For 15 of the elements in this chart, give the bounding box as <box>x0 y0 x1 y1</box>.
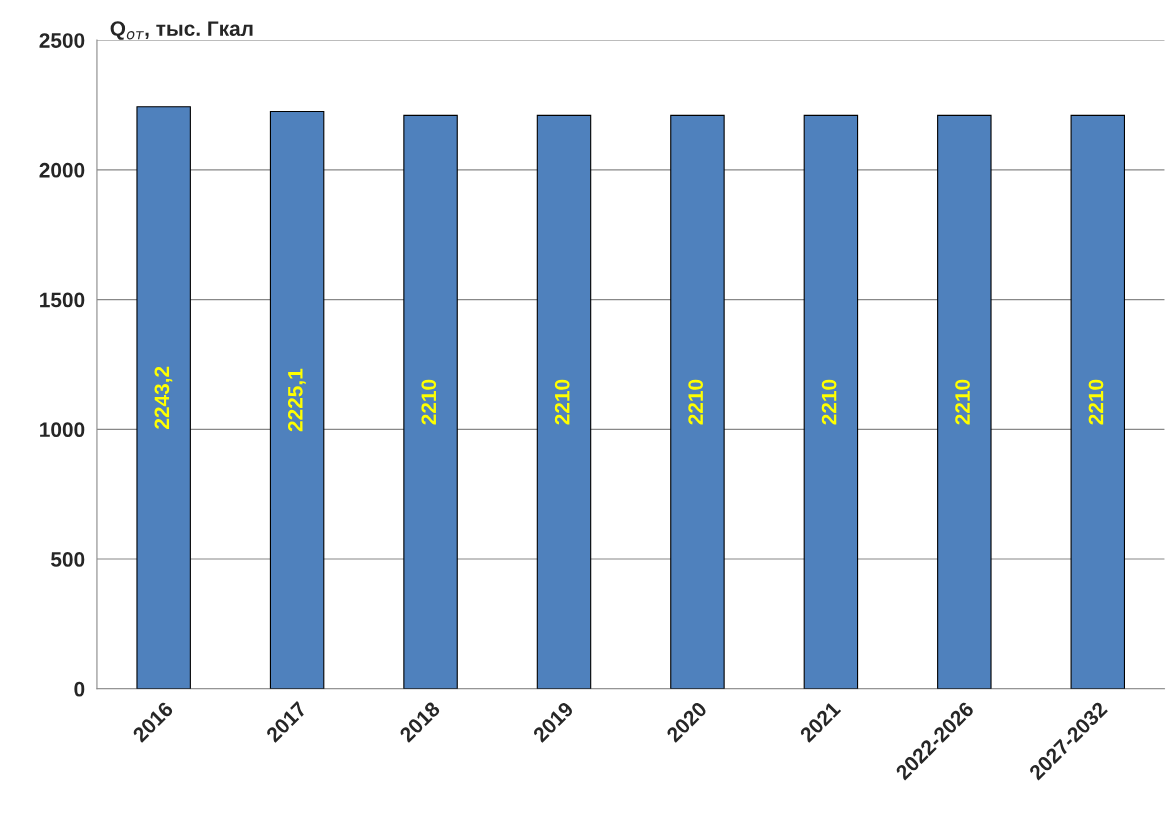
y-tick-label: 1500 <box>40 292 85 308</box>
data-label: 2210 <box>554 379 570 425</box>
y-tick-label: 500 <box>51 552 85 567</box>
y-tick-label: 2000 <box>39 162 85 178</box>
y-tick-label: 0 <box>74 681 85 697</box>
data-label: 2210 <box>821 379 837 425</box>
y-tick-label: 1000 <box>40 422 85 438</box>
data-label: 2210 <box>421 379 437 425</box>
y-axis-title: Q$_{от}$, тыс. Гкал <box>110 21 253 40</box>
data-label: 2210 <box>955 379 970 425</box>
data-label: 2225,1 <box>287 368 306 432</box>
data-label: 2210 <box>1088 379 1104 425</box>
data-label: 2243,2 <box>154 366 173 429</box>
y-tick-label: 2500 <box>39 33 85 48</box>
data-label: 2210 <box>688 379 704 425</box>
